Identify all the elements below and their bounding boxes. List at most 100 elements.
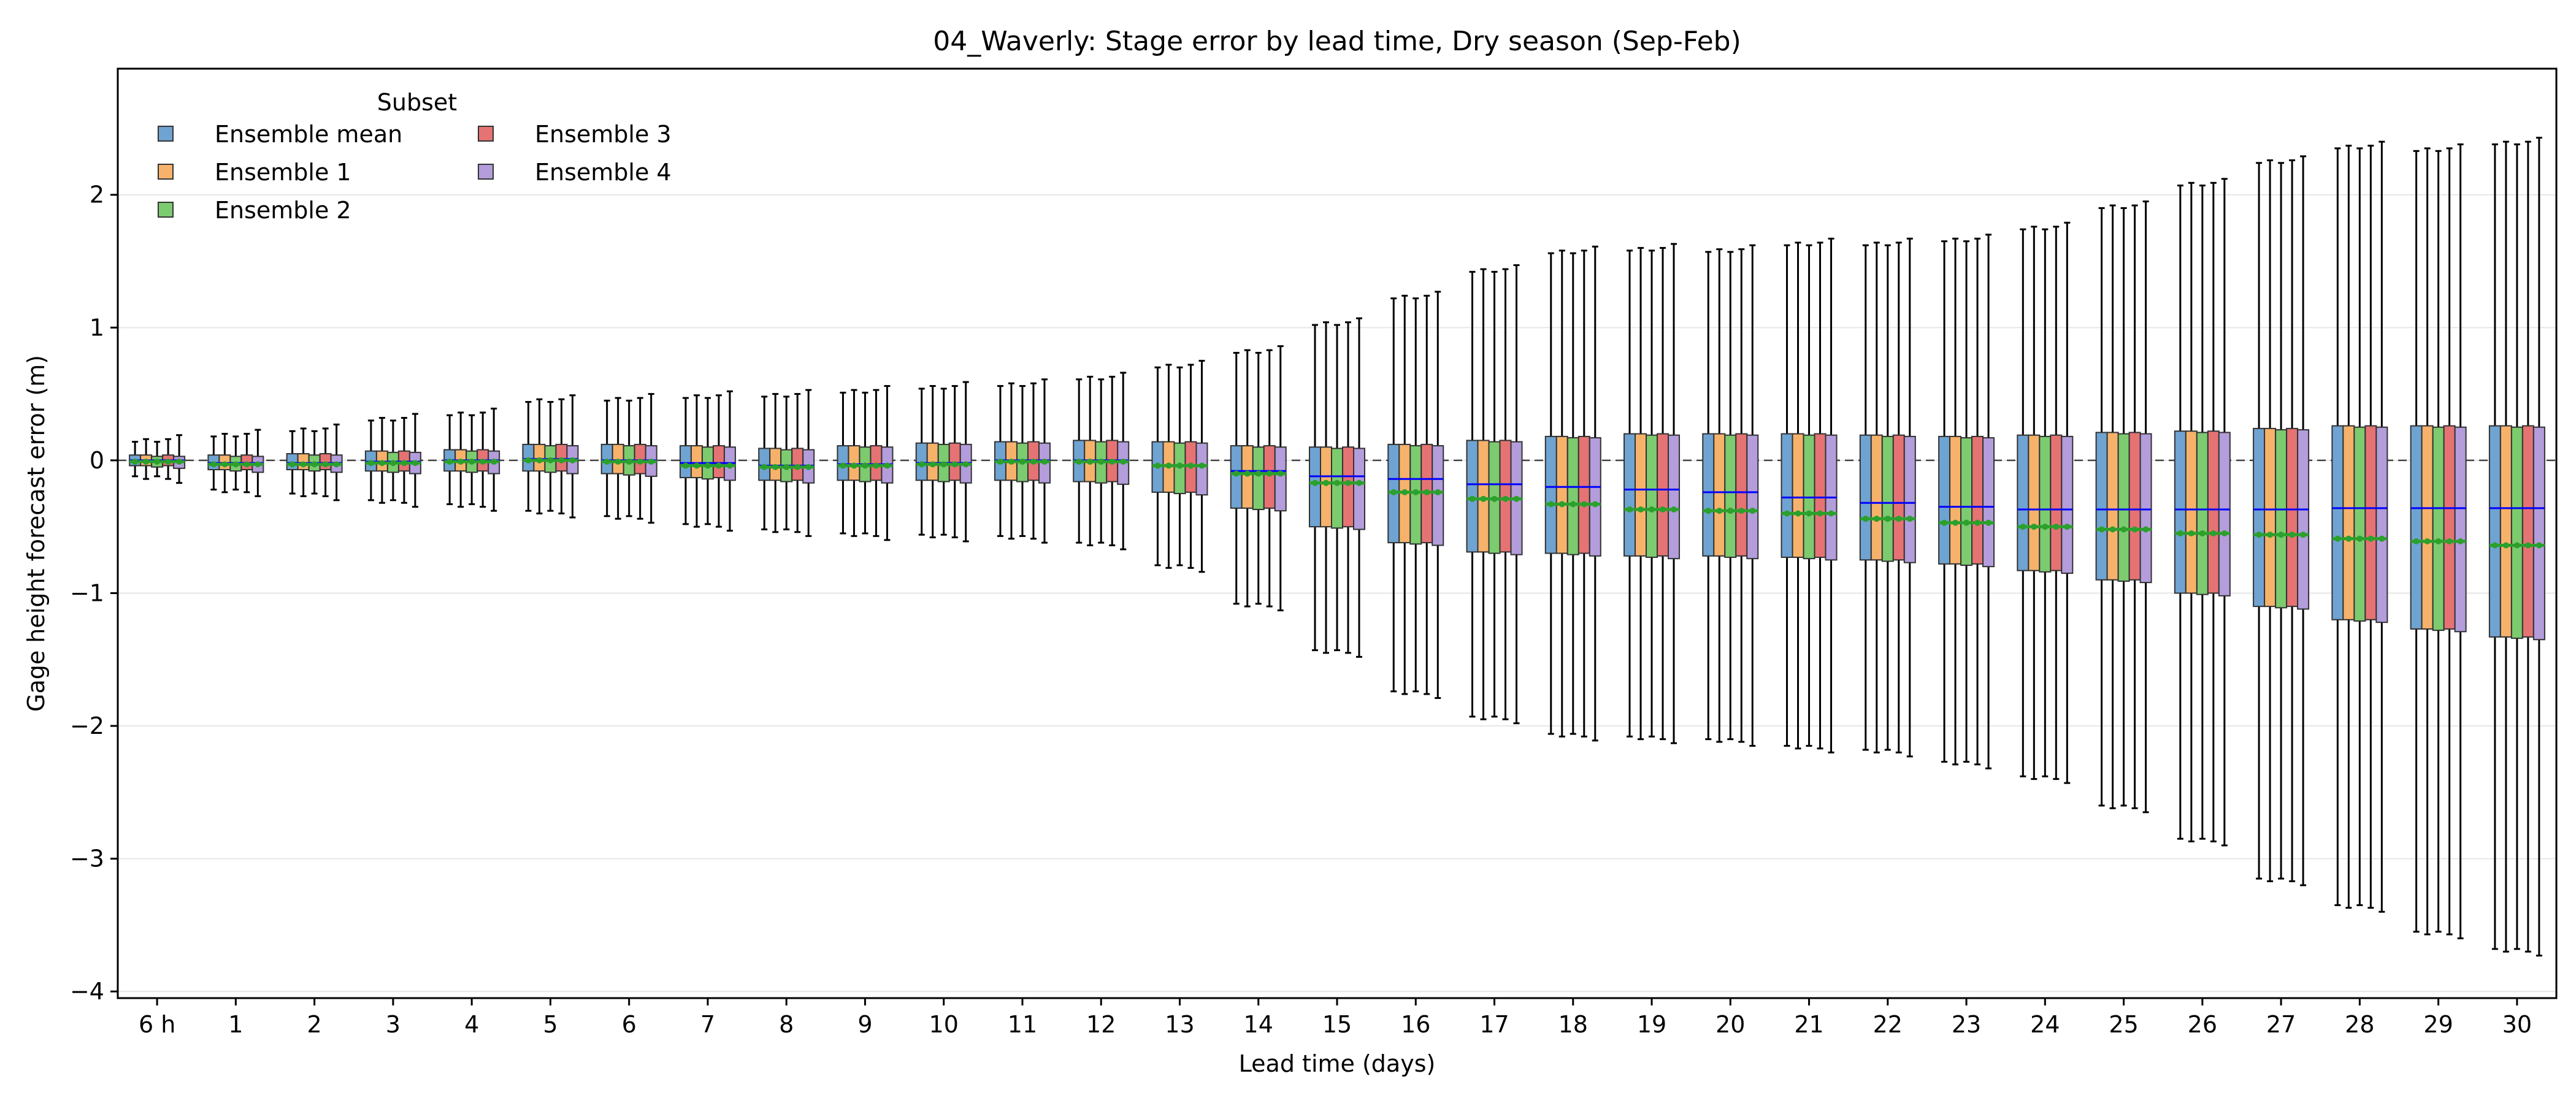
mean-marker [2031,524,2037,530]
mean-marker [1312,479,1318,486]
legend-label: Ensemble 2 [215,197,351,224]
x-tick-label: 29 [2423,1011,2453,1038]
mean-marker [1705,508,1712,514]
mean-marker [1187,462,1194,469]
box [2139,433,2152,584]
legend-swatch [158,202,174,218]
mean-marker [2334,535,2341,542]
box [1263,445,1276,509]
box [1309,446,1321,528]
mean-marker [761,463,768,470]
mean-marker [1198,462,1205,469]
mean-marker [311,461,318,468]
x-tick-label: 19 [1637,1011,1666,1038]
mean-marker [2379,535,2385,542]
mean-marker [547,457,554,463]
mean-marker [1547,501,1554,508]
mean-marker [840,462,846,469]
mean-marker [1154,462,1161,469]
mean-marker [1716,508,1723,514]
mean-marker [2267,532,2274,538]
mean-marker [232,461,239,468]
mean-marker [558,457,565,463]
mean-marker [1627,506,1633,513]
box [1668,434,1681,560]
mean-marker [1581,501,1587,508]
box [2331,425,2344,620]
mean-marker [1884,516,1891,522]
box [2521,425,2534,638]
box [2128,432,2141,581]
x-tick-label: 7 [700,1011,715,1038]
box [1949,435,1962,565]
y-tick-label: −1 [70,579,104,606]
x-tick-label: 20 [1715,1011,1745,1038]
mean-marker [2188,530,2195,536]
box [1746,434,1759,560]
mean-marker [805,463,812,470]
mean-marker [1087,459,1094,465]
mean-marker [1828,510,1834,517]
mean-marker [1277,470,1284,477]
box [2421,425,2434,630]
mean-marker [458,459,464,465]
mean-marker [2356,535,2363,542]
box [1230,445,1243,509]
box [2353,426,2366,622]
x-tick-label: 13 [1165,1011,1194,1038]
mean-marker [1727,508,1734,514]
x-tick-label: 2 [307,1011,322,1038]
mean-marker [491,459,497,465]
mean-marker [2424,538,2431,544]
mean-marker [1558,501,1565,508]
legend-label: Ensemble 4 [535,159,672,186]
mean-marker [412,460,418,467]
x-tick-label: 4 [464,1011,479,1038]
box [2095,432,2108,581]
mean-marker [2109,526,2116,533]
box [2207,430,2220,594]
box [1735,433,1748,557]
x-tick-label: 5 [543,1011,558,1038]
mean-marker [2221,530,2228,536]
box [1331,448,1343,529]
box [690,445,703,479]
legend-swatch [158,164,174,180]
mean-marker [997,459,1003,465]
mean-marker [1795,510,1801,517]
legend-label: Ensemble mean [215,121,402,148]
x-tick-label: 30 [2502,1011,2532,1038]
box [1252,446,1265,511]
mean-marker [525,457,532,463]
box [1881,435,1894,562]
mean-marker [1401,489,1408,495]
mean-marker [1233,470,1240,477]
mean-marker [2142,526,2149,533]
box [2050,434,2063,571]
x-tick-label: 12 [1086,1011,1116,1038]
box [2286,427,2299,608]
mean-marker [1502,495,1509,502]
box [679,445,692,479]
mean-marker [772,463,779,470]
mean-marker [2345,535,2352,542]
box [2532,426,2545,641]
mean-marker [851,462,857,469]
mean-marker [1109,459,1116,465]
box [1892,434,1905,561]
mean-marker [929,461,936,468]
mean-marker [2502,542,2509,549]
mean-marker [2413,538,2420,544]
mean-marker [2053,524,2060,530]
mean-marker [300,461,307,468]
mean-marker [469,459,475,465]
mean-marker [1435,489,1441,495]
legend-swatch [478,164,494,180]
mean-marker [1638,506,1644,513]
mean-marker [637,459,643,465]
mean-marker [615,459,621,465]
box [1353,448,1365,530]
box [2106,432,2119,581]
